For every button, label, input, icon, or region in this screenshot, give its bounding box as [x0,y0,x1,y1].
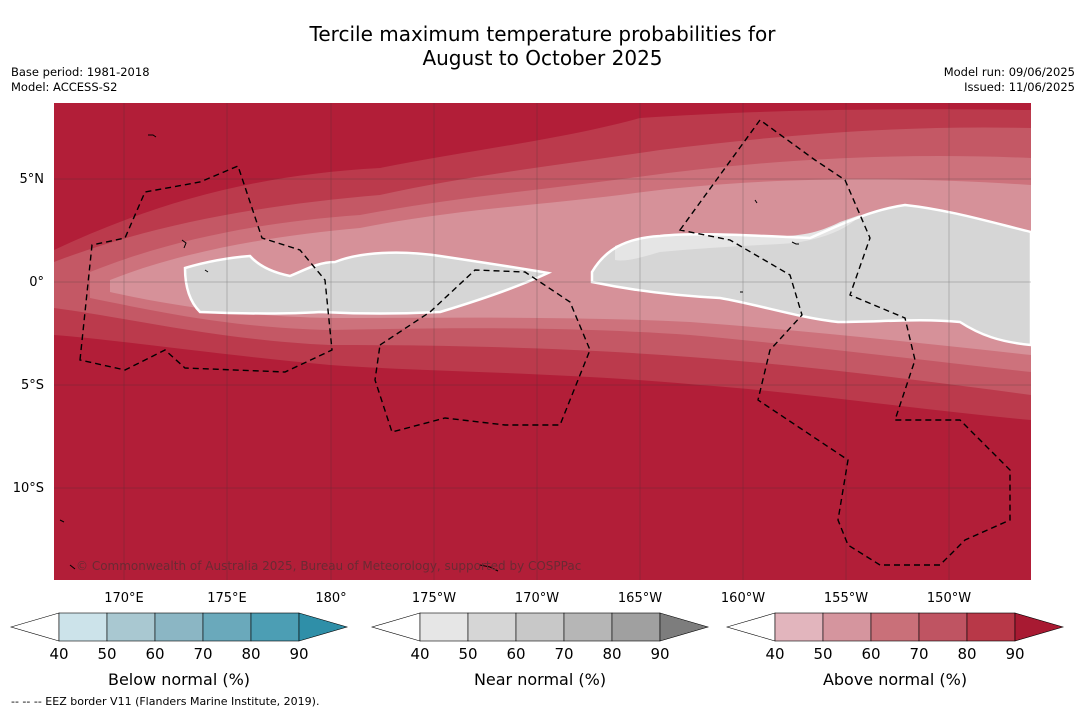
near-50-region-west [185,252,548,314]
colorbar-segment [611,612,661,642]
colorbar-segment [918,612,968,642]
map-panel [54,103,1031,580]
colorbar-tick-label: 90 [1005,645,1024,663]
lon-axis-labels: 170°E 175°E 180° 175°W 170°W 165°W 160°W… [104,591,971,606]
lon-label-150w: 150°W [927,591,971,606]
lat-label-5s: 5°S [21,378,44,393]
colorbar-extend-high [298,612,349,642]
colorbar-segment [419,612,469,642]
colorbar-title: Near normal (%) [474,670,606,689]
colorbar-extend-low [9,612,60,642]
colorbar-segment [250,612,300,642]
eez-footnote: -- -- -- EEZ border V11 (Flanders Marine… [11,695,320,708]
colorbar-extend-low [370,612,421,642]
colorbar-tick-label: 80 [957,645,976,663]
colorbar-segment [106,612,156,642]
lon-label-165w: 165°W [618,591,662,606]
lat-label-5n: 5°N [20,172,45,187]
lat-label-0: 0° [29,275,44,290]
lon-label-160w: 160°W [721,591,765,606]
lon-label-180: 180° [315,591,346,606]
colorbar-above-normal: 40 50 60 70 80 90 Above normal (%) [725,612,1065,689]
colorbar-tick-label: 50 [458,645,477,663]
eez-kiribati-phoenix [374,269,591,433]
base-period: Base period: 1981-2018 [11,65,150,79]
eez-kiribati-gilbert [79,165,333,373]
colorbar-tick-label: 40 [410,645,429,663]
title-line-1: Tercile maximum temperature probabilitie… [309,22,776,46]
lon-label-175e: 175°E [207,591,247,606]
graticule [54,103,1031,580]
colorbar-tick-label: 40 [765,645,784,663]
colorbar-segment [774,612,824,642]
colorbar-tick-label: 70 [554,645,573,663]
colorbar-tick-label: 50 [97,645,116,663]
lat-axis-labels: 5°N 0° 5°S 10°S [13,172,44,496]
colorbar-segment [154,612,204,642]
issued-date: Issued: 11/06/2025 [964,80,1075,94]
colorbar-segment [966,612,1016,642]
colorbar-tick-label: 60 [861,645,880,663]
eez-borders [79,119,1011,566]
colorbar-segment [563,612,613,642]
colorbar-tick-label: 60 [506,645,525,663]
near-normal-boundary [183,203,1031,347]
meta-right: Model run: 09/06/2025 Issued: 11/06/2025 [944,65,1075,95]
colorbar-tick-label: 90 [650,645,669,663]
colorbar-segment [467,612,517,642]
colorbar-near-normal: 40 50 60 70 80 90 Near normal (%) [370,612,710,689]
meta-left: Base period: 1981-2018 Model: ACCESS-S2 [11,65,150,95]
colorbar-extend-low [725,612,776,642]
copyright-text: © Commonwealth of Australia 2025, Bureau… [76,559,581,573]
lon-label-170w: 170°W [515,591,559,606]
near-40-band [615,215,860,261]
colorbar-tick-label: 90 [289,645,308,663]
colorbar-tick-label: 60 [145,645,164,663]
islands [59,134,799,572]
colorbar-tick-label: 50 [813,645,832,663]
lat-label-10s: 10°S [13,481,44,496]
colorbar-extend-high [1014,612,1065,642]
colorbar-tick-label: 70 [909,645,928,663]
map-title: Tercile maximum temperature probabilitie… [0,22,1085,70]
colorbar-tick-label: 70 [193,645,212,663]
colorbar-extend-high [659,612,710,642]
colorbar-segment [58,612,108,642]
colorbar-tick-label: 40 [49,645,68,663]
colorbar-segment [870,612,920,642]
model-name: Model: ACCESS-S2 [11,80,118,94]
title-line-2: August to October 2025 [422,46,663,70]
colorbar-title: Above normal (%) [823,670,967,689]
colorbar-segment [202,612,252,642]
colorbar-title: Below normal (%) [108,670,250,689]
colorbar-tick-label: 80 [602,645,621,663]
lon-label-155w: 155°W [824,591,868,606]
model-run: Model run: 09/06/2025 [943,65,1075,79]
lon-label-175w: 175°W [412,591,456,606]
colorbar-below-normal: 40 50 60 70 80 90 Below normal (%) [9,612,349,689]
colorbar-segment [515,612,565,642]
colorbar-segment [822,612,872,642]
eez-kiribati-line [678,119,1011,566]
colorbar-tick-label: 80 [241,645,260,663]
lon-label-170e: 170°E [104,591,144,606]
